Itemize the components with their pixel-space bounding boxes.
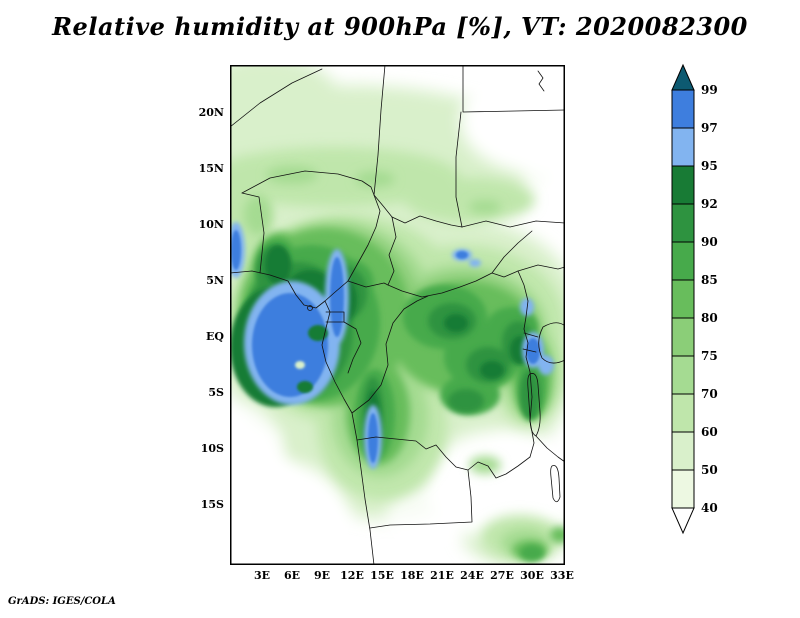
border-nigeria-east xyxy=(324,194,381,302)
field-texture-spots xyxy=(295,325,328,393)
border-rift-west xyxy=(523,328,535,458)
colorbar-segment xyxy=(671,241,695,281)
border-tanzania-southeast xyxy=(535,435,565,463)
colorbar-tick-label: 97 xyxy=(701,121,718,135)
border-sudan-southsudan xyxy=(461,220,565,228)
border-sahara-northwest xyxy=(230,68,323,128)
lon-tick-label: 3E xyxy=(253,569,271,582)
colorbar-tick-label: 95 xyxy=(701,159,718,173)
bioko-island xyxy=(307,305,313,311)
colorbar-tick-label: 40 xyxy=(701,501,718,515)
lon-tick-label: 12E xyxy=(340,569,364,582)
border-angola-zambia xyxy=(369,469,473,529)
colorbar-arrow-bottom xyxy=(671,507,695,535)
colorbar-segment xyxy=(671,165,695,205)
coastline-west xyxy=(230,270,375,565)
colorbar: 99 97 95 92 90 85 80 75 70 60 50 40 xyxy=(671,63,718,535)
lon-tick-label: 21E xyxy=(430,569,454,582)
country-borders xyxy=(230,65,565,565)
border-chad-south xyxy=(373,194,463,228)
colorbar-tick-label: 70 xyxy=(701,387,718,401)
lake-victoria xyxy=(538,322,565,364)
lat-tick-label: 10N xyxy=(198,218,224,231)
colorbar-segment xyxy=(671,469,695,509)
colorbar-segment xyxy=(671,203,695,243)
field-level-97 xyxy=(231,230,540,463)
colorbar-segment xyxy=(671,89,695,129)
border-nigeria-north xyxy=(241,170,375,196)
lat-tick-label: EQ xyxy=(206,330,224,343)
border-drc-south xyxy=(356,436,531,479)
lake-malawi xyxy=(550,465,561,503)
lat-tick-label: 15S xyxy=(200,498,224,511)
border-libya-egypt xyxy=(462,65,565,113)
plot-title: Relative humidity at 900hPa [%], VT: 202… xyxy=(52,12,748,41)
humidity-field xyxy=(230,65,565,565)
attribution: GrADS: IGES/COLA xyxy=(8,596,116,607)
border-uganda-west xyxy=(517,270,529,330)
lon-tick-label: 18E xyxy=(400,569,424,582)
colorbar-tick-label: 80 xyxy=(701,311,718,325)
colorbar-segment xyxy=(671,431,695,471)
lon-tick-label: 33E xyxy=(550,569,574,582)
border-car-south xyxy=(347,270,519,298)
colorbar-arrow-top xyxy=(671,63,695,91)
humidity-map xyxy=(230,65,565,565)
colorbar-segment xyxy=(671,317,695,357)
lon-tick-label: 27E xyxy=(490,569,514,582)
border-nigeria-west xyxy=(241,192,265,274)
colorbar-tick-label: 60 xyxy=(701,425,718,439)
colorbar-tick-label: 99 xyxy=(701,83,718,97)
border-chad-sudan xyxy=(455,111,463,228)
field-dry-zones xyxy=(230,65,565,565)
lat-tick-label: 10S xyxy=(200,442,224,455)
lon-tick-label: 9E xyxy=(313,569,331,582)
lat-tick-label: 15N xyxy=(198,162,224,175)
map-frame xyxy=(230,65,565,565)
lat-tick-label: 5N xyxy=(206,274,224,287)
border-niger-chad xyxy=(373,65,386,196)
lat-tick-label: 5S xyxy=(208,386,224,399)
colorbar-segment xyxy=(671,355,695,395)
colorbar-tick-label: 90 xyxy=(701,235,718,249)
colorbar-segment xyxy=(671,279,695,319)
colorbar-tick-label: 92 xyxy=(701,197,718,211)
border-gabon-congo xyxy=(343,321,362,374)
colorbar-tick-label: 75 xyxy=(701,349,718,363)
colorbar-tick-label: 85 xyxy=(701,273,718,287)
border-cameroon-east xyxy=(387,216,397,286)
lon-tick-label: 15E xyxy=(370,569,394,582)
lon-tick-label: 24E xyxy=(460,569,484,582)
colorbar-segment xyxy=(671,127,695,167)
map-panel: 20N 15N 10N 5N EQ 5S 10S 15S 3E 6E 9E 12E 15E 18E 21E… xyxy=(199,65,574,582)
colorbar-tick-label: 50 xyxy=(701,463,718,477)
colorbar-segment xyxy=(671,393,695,433)
lat-tick-label: 20N xyxy=(198,106,224,119)
border-car-southsudan xyxy=(491,230,533,274)
lon-tick-label: 30E xyxy=(520,569,544,582)
border-congo-drc xyxy=(351,295,429,414)
lon-tick-label: 6E xyxy=(283,569,301,582)
river-squiggle-northeast xyxy=(537,70,545,92)
border-uganda-north xyxy=(517,264,565,272)
border-rwanda-burundi xyxy=(522,332,539,353)
